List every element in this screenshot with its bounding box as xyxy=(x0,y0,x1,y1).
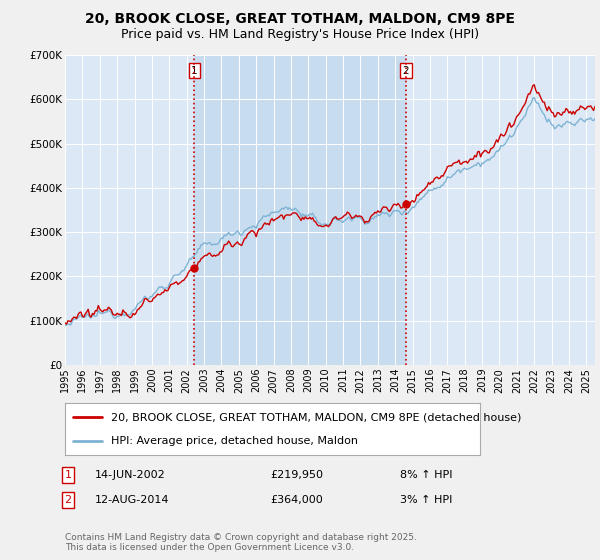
Text: 20, BROOK CLOSE, GREAT TOTHAM, MALDON, CM9 8PE: 20, BROOK CLOSE, GREAT TOTHAM, MALDON, C… xyxy=(85,12,515,26)
Text: 2: 2 xyxy=(64,495,71,505)
Text: £219,950: £219,950 xyxy=(270,470,323,480)
Text: 14-JUN-2002: 14-JUN-2002 xyxy=(95,470,166,480)
Text: 2: 2 xyxy=(403,66,409,76)
Text: 12-AUG-2014: 12-AUG-2014 xyxy=(95,495,170,505)
Text: 8% ↑ HPI: 8% ↑ HPI xyxy=(400,470,452,480)
Text: 1: 1 xyxy=(65,470,71,480)
Text: £364,000: £364,000 xyxy=(270,495,323,505)
Text: Price paid vs. HM Land Registry's House Price Index (HPI): Price paid vs. HM Land Registry's House … xyxy=(121,28,479,41)
Bar xyxy=(194,55,406,365)
Text: Contains HM Land Registry data © Crown copyright and database right 2025.
This d: Contains HM Land Registry data © Crown c… xyxy=(65,533,417,552)
Text: 1: 1 xyxy=(191,66,198,76)
Text: 20, BROOK CLOSE, GREAT TOTHAM, MALDON, CM9 8PE (detached house): 20, BROOK CLOSE, GREAT TOTHAM, MALDON, C… xyxy=(110,412,521,422)
Text: HPI: Average price, detached house, Maldon: HPI: Average price, detached house, Mald… xyxy=(110,436,358,446)
Text: 3% ↑ HPI: 3% ↑ HPI xyxy=(400,495,452,505)
